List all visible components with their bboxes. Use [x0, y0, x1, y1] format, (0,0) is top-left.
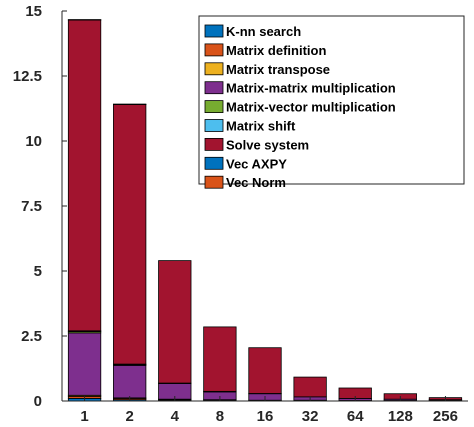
legend-swatch	[204, 62, 224, 76]
bar-stack-1	[67, 19, 102, 402]
bar-stack-4	[158, 260, 192, 402]
axes-layer: 0 2.5 5 7.5 10 12.5 15 1 2 4 8 16 32 64 128 256	[13, 3, 468, 425]
legend-swatch	[204, 137, 224, 151]
legend: K-nn search Matrix definition Matrix trans…	[198, 15, 465, 190]
legend-label: K-nn search	[226, 24, 301, 39]
y-tick-label: 7.5	[21, 198, 42, 215]
bar-stack-2	[113, 103, 147, 402]
bars-layer	[67, 19, 463, 402]
x-tick-label: 1	[80, 408, 88, 425]
y-tick-label: 0	[34, 393, 42, 410]
y-tick-label: 12.5	[13, 68, 42, 85]
x-tick-label: 4	[171, 408, 180, 425]
legend-swatch	[204, 81, 224, 95]
legend-label: Solve system	[226, 137, 309, 152]
legend-label: Vec AXPY	[226, 156, 287, 171]
legend-label: Matrix definition	[226, 43, 326, 58]
y-tick-label: 2.5	[21, 328, 42, 345]
legend-swatch	[204, 119, 224, 132]
legend-label: Matrix shift	[226, 119, 296, 134]
y-tick-label: 5	[34, 263, 42, 280]
legend-label: Matrix-vector multiplication	[226, 100, 396, 115]
y-tick-label: 15	[25, 3, 42, 20]
bar-segment-1-series-3	[67, 332, 102, 396]
bar-segment-2-series-6	[113, 104, 147, 365]
legend-label: Matrix transpose	[226, 62, 330, 77]
legend-swatch	[204, 175, 224, 189]
legend-swatch	[204, 100, 224, 113]
x-tick-label: 128	[388, 408, 413, 425]
bar-stack-8	[203, 326, 237, 402]
bar-segment-16-series-6	[248, 347, 282, 394]
y-tick-label: 10	[25, 133, 42, 150]
x-tick-label: 8	[216, 408, 224, 425]
bar-segment-8-series-6	[203, 326, 237, 392]
legend-box	[198, 15, 465, 185]
x-tick-label: 256	[433, 408, 458, 425]
legend-swatch	[204, 156, 224, 170]
legend-swatch	[204, 43, 224, 57]
x-tick-label: 32	[302, 408, 319, 425]
bar-segment-32-series-6	[293, 376, 327, 398]
legend-swatch	[204, 24, 224, 38]
legend-label: Vec Norm	[226, 175, 286, 190]
x-tick-label: 64	[347, 408, 364, 425]
bar-segment-4-series-6	[158, 260, 192, 384]
bar-segment-2-series-3	[113, 364, 147, 399]
x-tick-label: 2	[125, 408, 133, 425]
x-tick-label: 16	[257, 408, 274, 425]
bar-stack-16	[248, 347, 282, 402]
legend-label: Matrix-matrix multiplication	[226, 81, 396, 96]
bar-segment-1-series-6	[67, 19, 102, 332]
